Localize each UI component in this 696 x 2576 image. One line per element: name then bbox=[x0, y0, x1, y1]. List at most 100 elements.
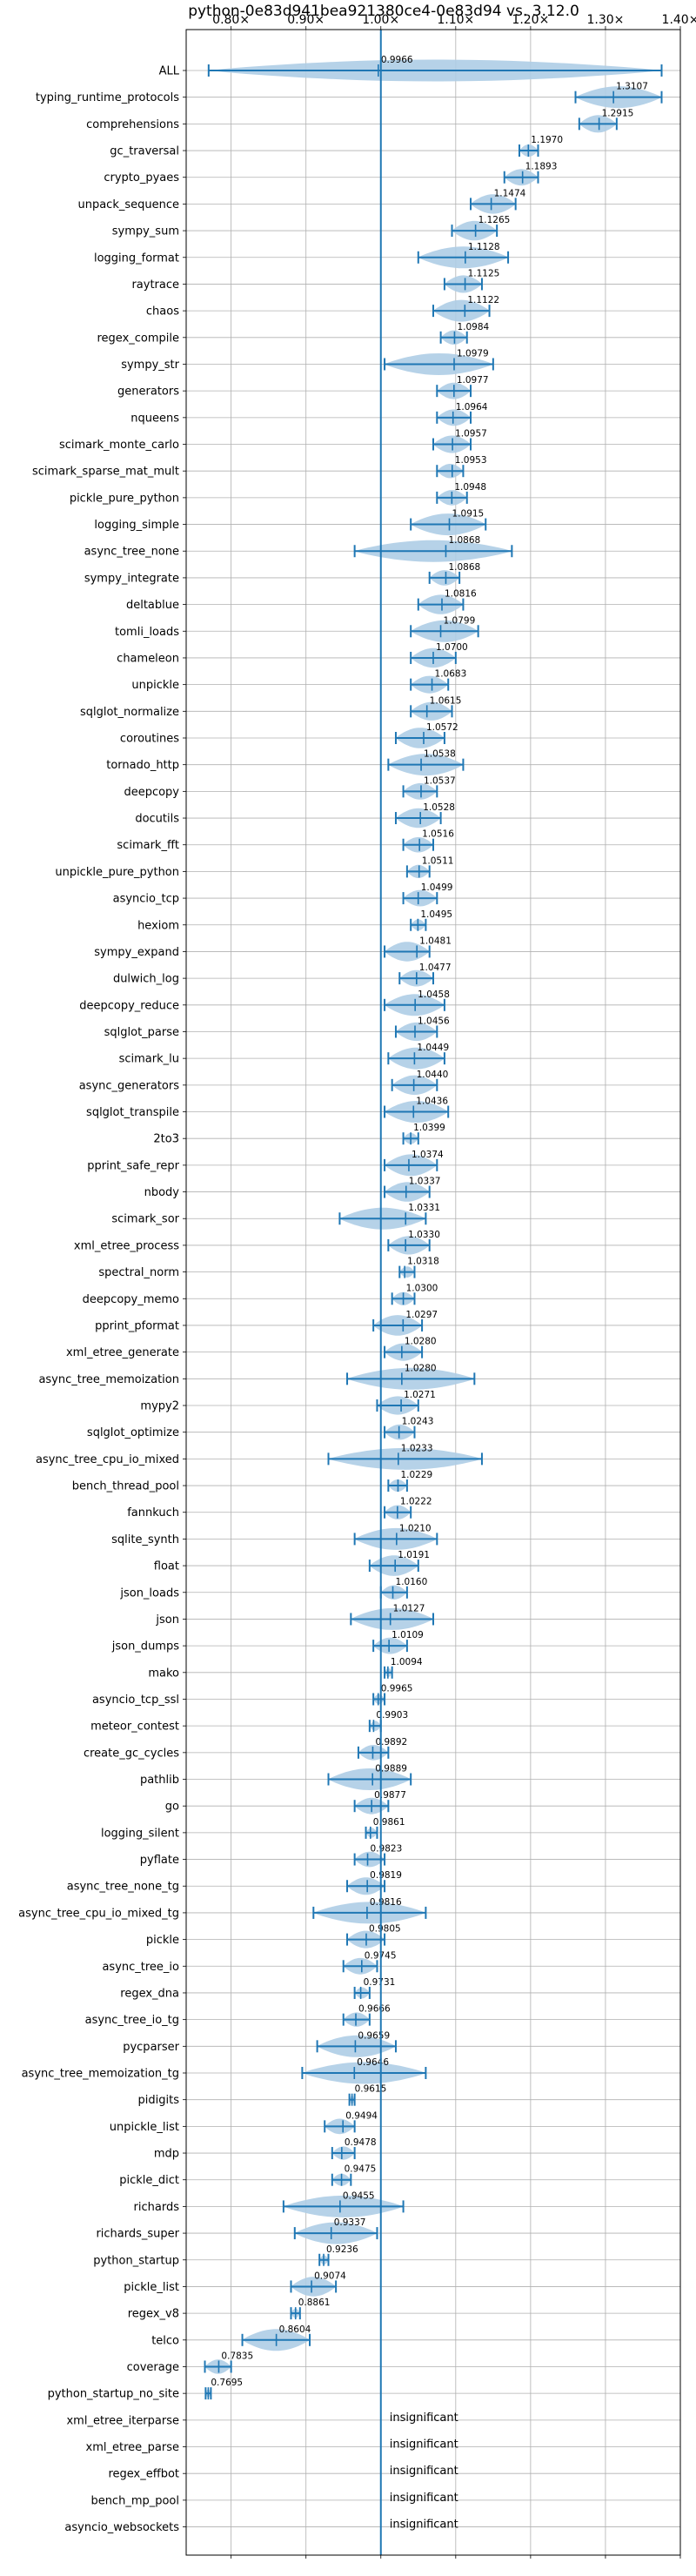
benchmark-rows: ALL 0.9966 typing_runtime_protocols 1.3107 c… bbox=[18, 55, 663, 2534]
benchmark-name: go bbox=[165, 1801, 179, 1814]
benchmark-name: xml_etree_parse bbox=[86, 2441, 179, 2454]
value-label: 1.1893 bbox=[525, 162, 558, 172]
value-label: 1.0615 bbox=[430, 695, 462, 706]
value-label: 0.9816 bbox=[370, 1897, 402, 1908]
plot-frame bbox=[185, 29, 681, 2556]
benchmark-name: xml_etree_process bbox=[74, 1239, 179, 1252]
benchmark-name: pycparser bbox=[123, 2041, 179, 2054]
value-label: 1.0127 bbox=[393, 1603, 425, 1613]
benchmark-name: ALL bbox=[159, 65, 180, 78]
value-label: 1.0458 bbox=[418, 989, 450, 1000]
value-label: 0.9819 bbox=[370, 1870, 402, 1881]
value-label: 1.0868 bbox=[448, 535, 480, 546]
benchmark-name: tomli_loads bbox=[115, 626, 179, 639]
benchmark-name: nbody bbox=[144, 1186, 180, 1199]
x-tick-label: 0.80× bbox=[212, 13, 250, 27]
value-label: 1.0915 bbox=[452, 509, 485, 520]
value-label: 1.0449 bbox=[417, 1043, 449, 1053]
benchmark-name: deepcopy bbox=[124, 786, 179, 799]
benchmark-name: fannkuch bbox=[127, 1506, 179, 1519]
benchmark-name: async_tree_none_tg bbox=[67, 1881, 179, 1894]
benchmark-name: meteor_contest bbox=[90, 1721, 179, 1734]
value-label: 1.0331 bbox=[408, 1203, 440, 1213]
benchmark-name: logging_simple bbox=[94, 519, 179, 532]
benchmark-name: async_tree_cpu_io_mixed_tg bbox=[18, 1907, 179, 1920]
benchmark-name: python_startup_no_site bbox=[48, 2388, 179, 2401]
benchmark-name: pidigits bbox=[138, 2094, 180, 2107]
value-label: 0.9236 bbox=[326, 2244, 358, 2255]
value-label: 1.0297 bbox=[405, 1310, 438, 1320]
value-label: 0.9666 bbox=[358, 2004, 391, 2015]
benchmark-name: regex_v8 bbox=[128, 2308, 179, 2321]
benchmark-name: sqlglot_optimize bbox=[87, 1426, 179, 1439]
benchmark-name: python_startup bbox=[93, 2254, 179, 2267]
value-label: 0.9659 bbox=[358, 2030, 390, 2041]
value-label: 0.9966 bbox=[381, 55, 413, 65]
benchmark-name: xml_etree_iterparse bbox=[66, 2414, 179, 2427]
value-label: 1.1970 bbox=[531, 135, 563, 145]
x-tick-label: 0.90× bbox=[287, 13, 325, 27]
benchmark-name: json_loads bbox=[119, 1587, 179, 1600]
value-label: 0.9805 bbox=[369, 1924, 401, 1935]
value-label: 1.0191 bbox=[398, 1550, 430, 1560]
value-label: 0.9478 bbox=[345, 2137, 377, 2148]
value-label: 1.0477 bbox=[419, 963, 452, 973]
value-label: 1.0957 bbox=[455, 429, 487, 439]
value-label: 0.9494 bbox=[345, 2110, 378, 2121]
benchmark-name: json_dumps bbox=[111, 1640, 179, 1654]
benchmark-name: pprint_safe_repr bbox=[87, 1159, 179, 1172]
benchmark-name: deepcopy_reduce bbox=[79, 999, 179, 1012]
value-label: 0.9823 bbox=[371, 1844, 403, 1855]
value-label: 1.0868 bbox=[448, 562, 480, 573]
benchmark-name: dulwich_log bbox=[113, 973, 179, 986]
benchmark-name: regex_dna bbox=[120, 1987, 179, 2000]
x-tick-label: 1.40× bbox=[662, 13, 696, 27]
value-label: 1.0271 bbox=[404, 1390, 436, 1400]
insignificant-label: insignificant bbox=[390, 2438, 458, 2452]
value-label: 0.8604 bbox=[279, 2324, 311, 2335]
benchmark-name: xml_etree_generate bbox=[66, 1346, 179, 1359]
value-label: 0.9337 bbox=[334, 2217, 366, 2228]
benchmark-name: async_tree_memoization bbox=[38, 1373, 179, 1386]
benchmark-name: sympy_sum bbox=[112, 225, 179, 238]
benchmark-name: unpickle_list bbox=[110, 2121, 179, 2134]
value-label: 1.2915 bbox=[602, 108, 634, 118]
value-label: 0.9903 bbox=[376, 1710, 408, 1721]
benchmark-name: async_tree_none bbox=[84, 546, 179, 559]
value-label: 1.0243 bbox=[402, 1417, 434, 1427]
benchmark-name: typing_runtime_protocols bbox=[36, 91, 179, 104]
value-label: 0.9731 bbox=[364, 1977, 396, 1988]
benchmark-name: logging_silent bbox=[101, 1827, 179, 1840]
value-label: 1.0700 bbox=[436, 642, 468, 653]
benchmark-name: crypto_pyaes bbox=[104, 171, 179, 184]
benchmark-name: sqlglot_parse bbox=[104, 1026, 179, 1039]
value-label: 0.9892 bbox=[375, 1737, 407, 1748]
value-label: 1.0374 bbox=[412, 1150, 444, 1160]
benchmark-name: sqlite_synth bbox=[111, 1533, 179, 1546]
benchmark-name: sqlglot_transpile bbox=[86, 1106, 179, 1119]
value-label: 0.8861 bbox=[298, 2298, 331, 2308]
benchmark-name: scimark_sor bbox=[111, 1213, 179, 1226]
x-axis-ticks: 0.80× 0.90× 1.00× 1.10× 1.20× 1.30× 1.40× bbox=[183, 13, 696, 2559]
value-label: 0.9646 bbox=[357, 2057, 389, 2068]
benchmark-name: async_generators bbox=[79, 1079, 180, 1092]
value-label: 1.0160 bbox=[396, 1577, 428, 1587]
benchmark-name: asyncio_websockets bbox=[64, 2521, 179, 2534]
insignificant-label: insignificant bbox=[390, 2412, 458, 2425]
value-label: 1.0816 bbox=[445, 589, 477, 600]
benchmark-name: docutils bbox=[135, 813, 179, 826]
value-label: 1.0984 bbox=[457, 322, 489, 332]
value-label: 1.0456 bbox=[418, 1016, 450, 1026]
value-label: 1.0948 bbox=[454, 482, 486, 493]
benchmark-name: coverage bbox=[127, 2361, 179, 2374]
value-label: 1.0440 bbox=[417, 1070, 449, 1080]
benchmark-name: deepcopy_memo bbox=[83, 1293, 179, 1306]
value-label: 1.0229 bbox=[400, 1470, 432, 1480]
value-label: 0.7695 bbox=[211, 2378, 243, 2388]
benchmark-name: regex_compile bbox=[97, 332, 179, 345]
benchmark-name: unpickle_pure_python bbox=[55, 866, 179, 879]
value-label: 1.0436 bbox=[416, 1097, 448, 1107]
benchmark-name: asyncio_tcp_ssl bbox=[92, 1694, 179, 1707]
benchmark-name: async_tree_io bbox=[102, 1961, 179, 1974]
value-label: 1.0280 bbox=[405, 1363, 437, 1373]
